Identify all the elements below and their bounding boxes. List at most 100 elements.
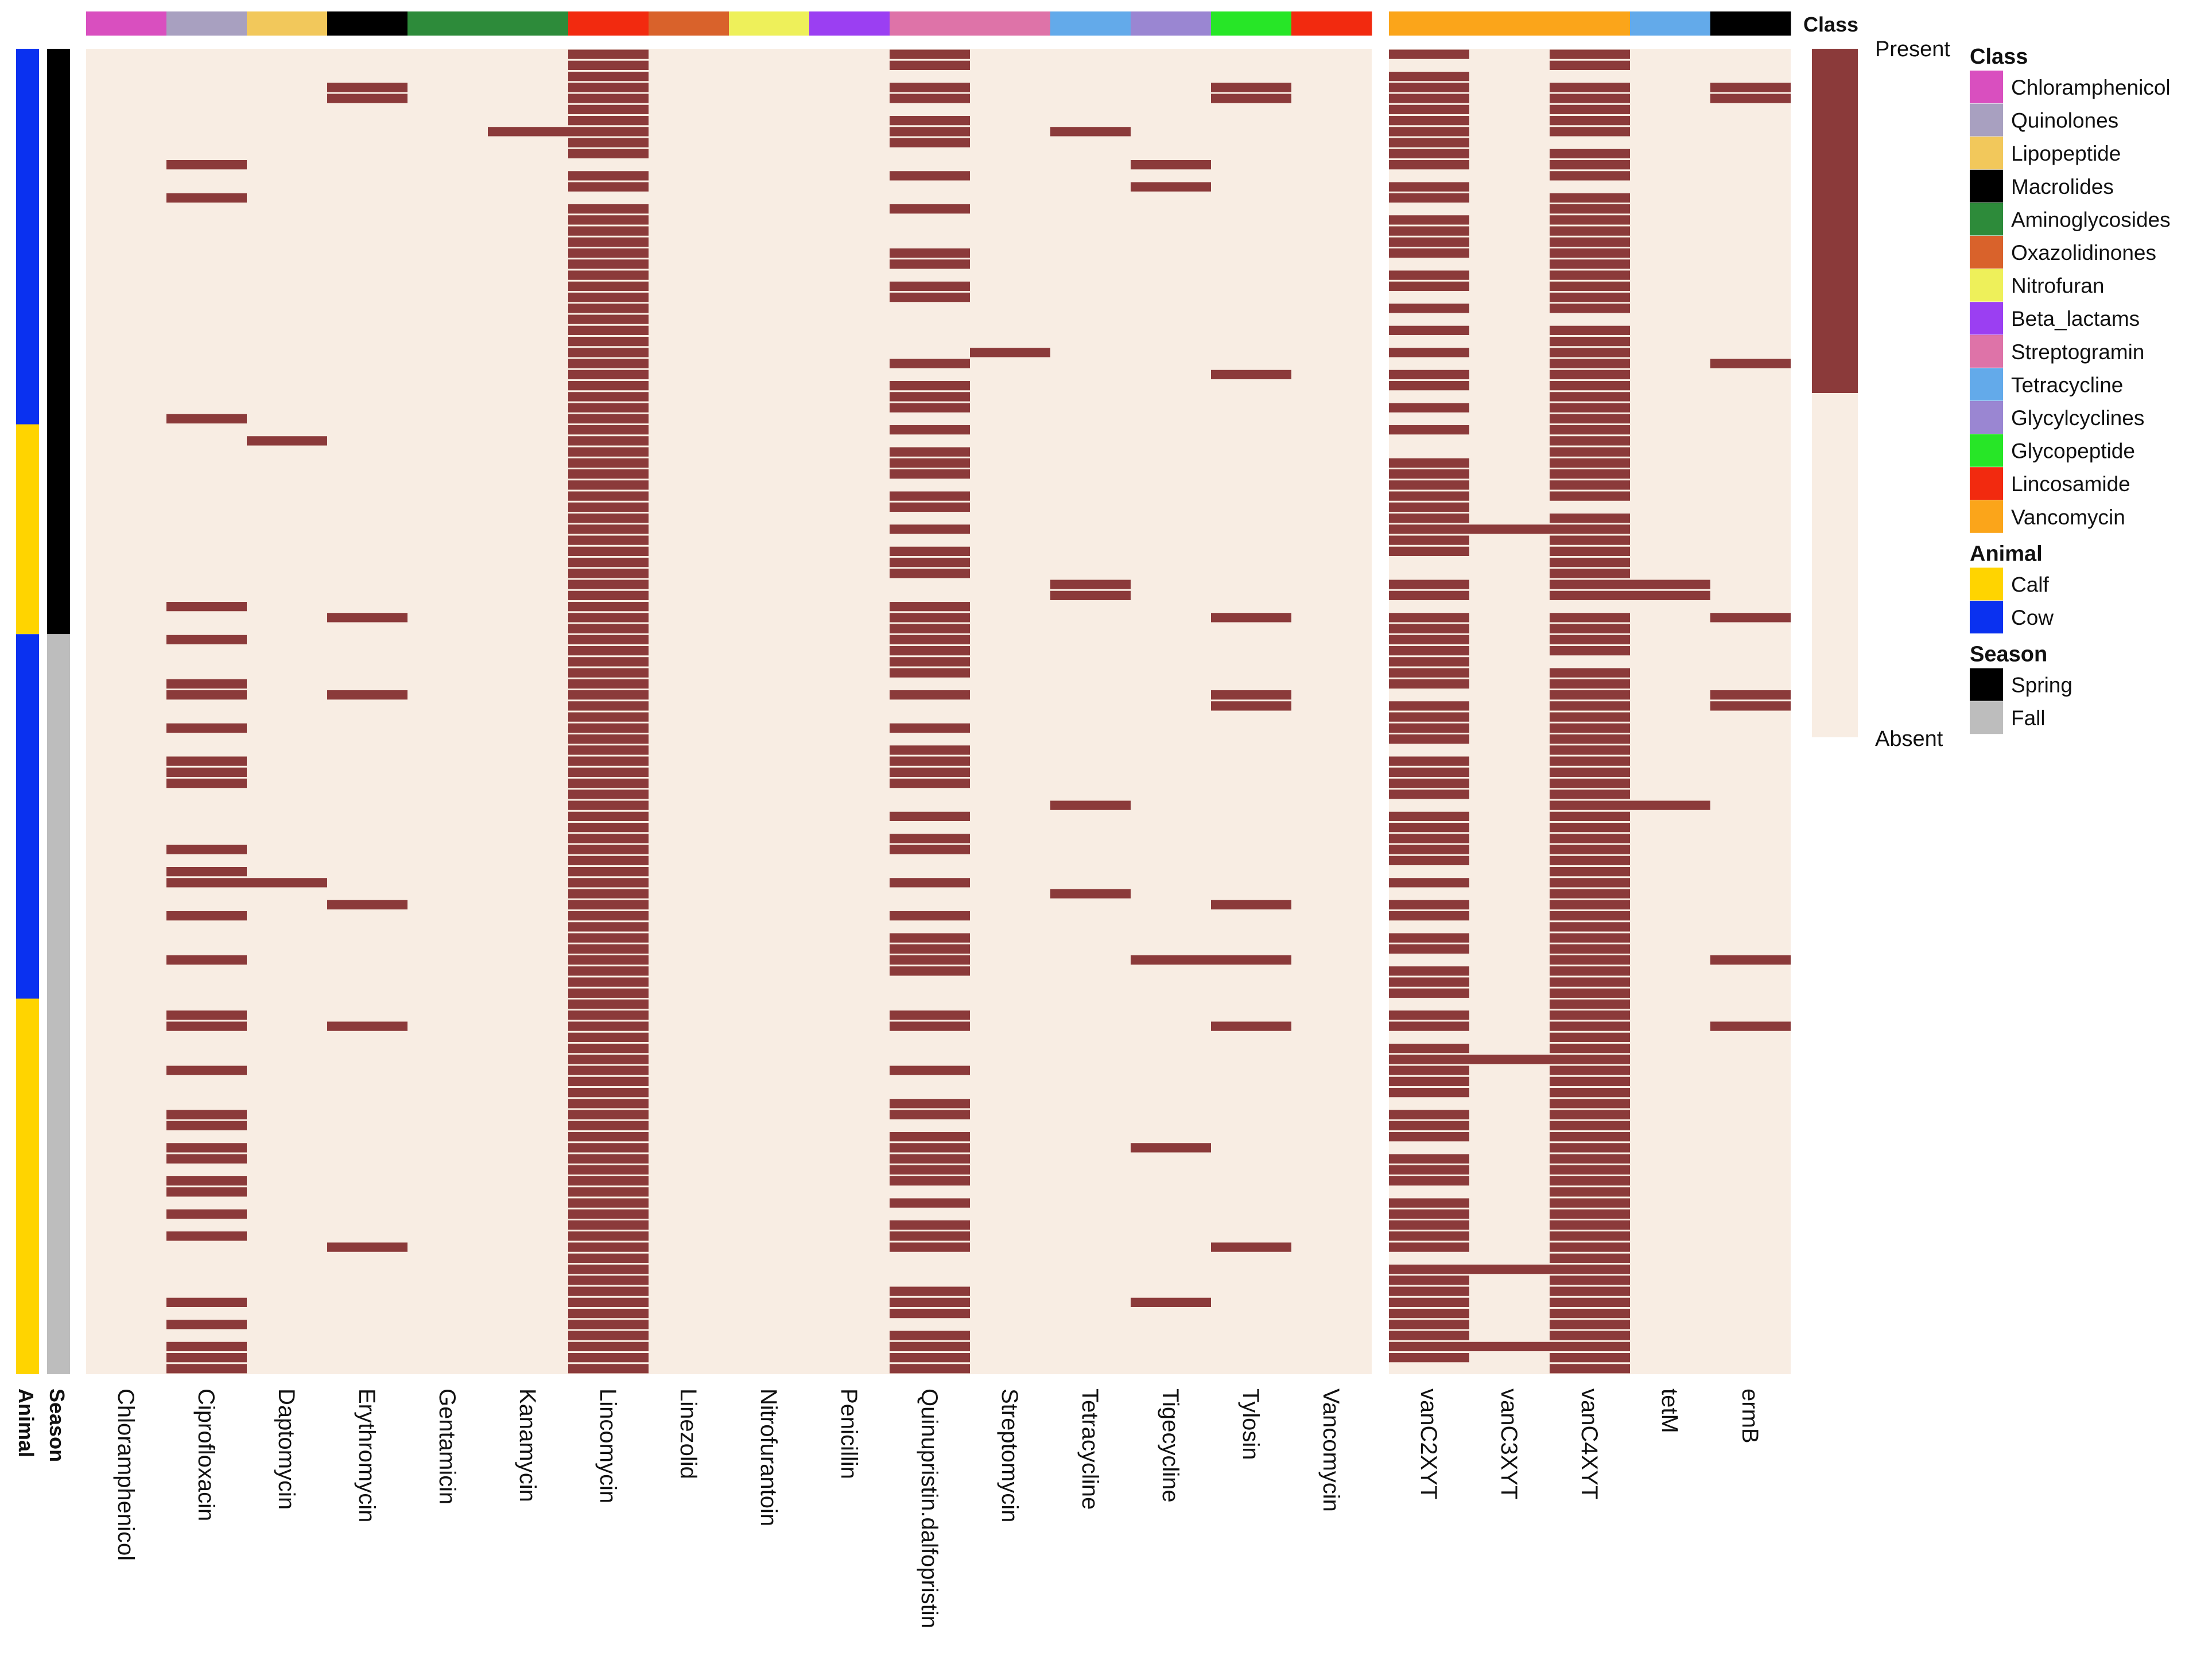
- heatmap-cell-present: [1389, 823, 1469, 833]
- heatmap-cell-present: [890, 911, 970, 921]
- heatmap-cell-present: [1211, 1021, 1291, 1031]
- heatmap-cell-present: [1389, 668, 1469, 678]
- heatmap-cell-present: [890, 646, 970, 656]
- class-cell-streptomycin: [970, 11, 1051, 36]
- heatmap-cell-present: [1550, 800, 1630, 810]
- legend-swatch: [1970, 137, 2003, 170]
- heatmap-cell-present: [1131, 1297, 1211, 1307]
- heatmap-cell-present: [166, 193, 247, 203]
- heatmap-cell-present: [1389, 270, 1469, 280]
- heatmap-cell-present: [1550, 900, 1630, 909]
- heatmap-cell-present: [1550, 1297, 1630, 1307]
- heatmap-cell-present: [1389, 657, 1469, 667]
- heatmap-cell-present: [1550, 756, 1630, 766]
- heatmap-cell-present: [1550, 767, 1630, 777]
- heatmap-cell-present: [166, 1154, 247, 1164]
- heatmap-cell-present: [890, 1154, 970, 1164]
- legend-label: Streptogramin: [2011, 340, 2144, 364]
- heatmap-cell-present: [890, 845, 970, 854]
- heatmap-cell-present: [568, 1231, 649, 1241]
- heatmap-cell-present: [166, 1297, 247, 1307]
- heatmap-cell-present: [568, 491, 649, 501]
- heatmap-cell-present: [1389, 1021, 1469, 1031]
- heatmap-cell-present: [890, 657, 970, 667]
- heatmap-cell-present: [166, 1231, 247, 1241]
- heatmap-cell-present: [1389, 193, 1469, 203]
- heatmap-cell-present: [1211, 701, 1291, 711]
- heatmap-cell-present: [1550, 1231, 1630, 1241]
- heatmap-cell-present: [568, 1010, 649, 1020]
- heatmap-cell-present: [1389, 1265, 1469, 1274]
- legend-label: Quinolones: [2011, 109, 2118, 133]
- heatmap-cell-present: [890, 569, 970, 578]
- heatmap-cell-present: [568, 524, 649, 534]
- class-cell-vancomycin: [1291, 11, 1372, 36]
- heatmap-cell-present: [890, 127, 970, 137]
- heatmap-cell-present: [247, 878, 327, 888]
- heatmap-cell-present: [890, 1309, 970, 1319]
- heatmap-cell-present: [568, 502, 649, 512]
- heatmap-cell-present: [1630, 800, 1710, 810]
- class-cell-linezolid: [649, 11, 729, 36]
- heatmap-cell-present: [1389, 734, 1469, 744]
- heatmap-cell-present: [568, 149, 649, 158]
- animal-legend-title: Animal: [1970, 542, 2043, 566]
- heatmap-cell-present: [1389, 790, 1469, 799]
- heatmap-cell-present: [568, 514, 649, 523]
- heatmap-cell-present: [1389, 1353, 1469, 1363]
- heatmap-cell-present: [568, 834, 649, 843]
- heatmap-cell-present: [1211, 83, 1291, 92]
- heatmap-cell-present: [568, 94, 649, 103]
- heatmap-cell-present: [568, 635, 649, 644]
- heatmap-cell-present: [1389, 348, 1469, 357]
- heatmap-cell-present: [1550, 49, 1630, 59]
- heatmap-cell-present: [166, 867, 247, 877]
- heatmap-cell-present: [1389, 1154, 1469, 1164]
- heatmap-cell-present: [1389, 966, 1469, 976]
- legend-label: Glycopeptide: [2011, 440, 2135, 463]
- heatmap-cell-present: [1550, 845, 1630, 854]
- heatmap-cell-present: [568, 878, 649, 888]
- heatmap-cell-present: [1550, 855, 1630, 865]
- legend-label: Lipopeptide: [2011, 142, 2121, 165]
- heatmap-cell-present: [1389, 514, 1469, 523]
- heatmap-cell-present: [1550, 1065, 1630, 1075]
- heatmap-cell-present: [568, 889, 649, 899]
- heatmap-cell-present: [1550, 83, 1630, 92]
- heatmap-cell-present: [1550, 635, 1630, 644]
- heatmap-cell-present: [166, 414, 247, 423]
- heatmap-cell-present: [488, 127, 568, 137]
- heatmap-cell-present: [1131, 160, 1211, 170]
- heatmap-cell-present: [1550, 933, 1630, 943]
- heatmap-cell-present: [890, 281, 970, 291]
- heatmap-cell-present: [568, 348, 649, 357]
- heatmap-cell-present: [890, 834, 970, 843]
- heatmap-cell-present: [568, 745, 649, 755]
- heatmap-cell-present: [166, 1320, 247, 1329]
- heatmap-cell-present: [1550, 546, 1630, 556]
- heatmap-cell-present: [568, 977, 649, 987]
- heatmap-cell-present: [1550, 1353, 1630, 1363]
- heatmap-cell-present: [568, 590, 649, 600]
- legend-swatch: [1970, 567, 2003, 601]
- heatmap-cell-present: [890, 1220, 970, 1230]
- heatmap-cell-present: [1550, 304, 1630, 313]
- heatmap-cell-present: [166, 911, 247, 921]
- heatmap-cell-present: [890, 524, 970, 534]
- heatmap-cell-present: [890, 83, 970, 92]
- heatmap-cell-present: [1550, 1286, 1630, 1296]
- column-label: vanC3XYT: [1496, 1389, 1522, 1499]
- legend-swatch: [1970, 169, 2003, 203]
- season-segment-fall: [47, 634, 70, 1374]
- column-label: Linezolid: [676, 1389, 701, 1479]
- heatmap-cell-present: [1550, 281, 1630, 291]
- heatmap-cell-present: [890, 558, 970, 567]
- class-cell-vanc2xyt: [1389, 11, 1470, 36]
- column-label: vanC4XYT: [1577, 1389, 1602, 1499]
- heatmap-cell-present: [1550, 1242, 1630, 1252]
- legend-present-label: Present: [1875, 37, 1950, 61]
- heatmap-cell-present: [568, 1253, 649, 1263]
- legend-swatch: [1970, 368, 2003, 401]
- heatmap-cell-present: [568, 1242, 649, 1252]
- heatmap-cell-present: [890, 546, 970, 556]
